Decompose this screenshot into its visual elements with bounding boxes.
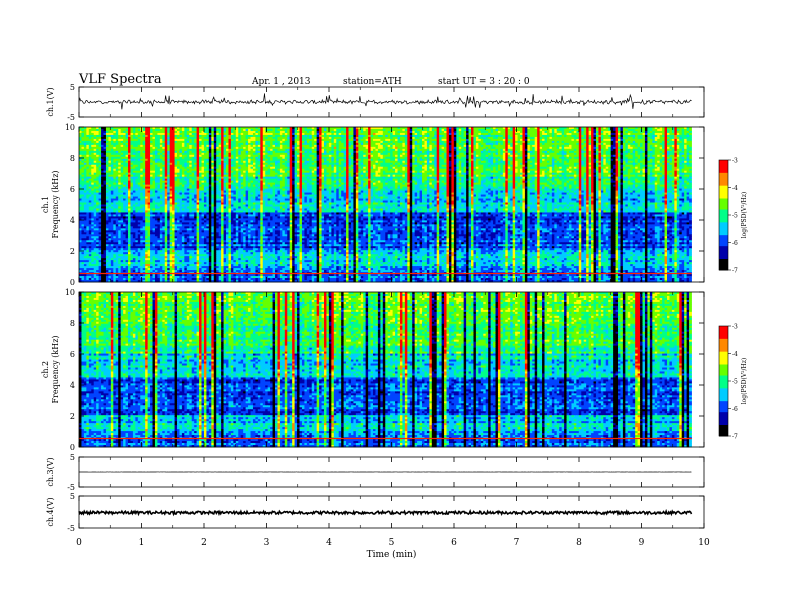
spectrogram-ch1-spectrogram [79, 127, 692, 282]
y-axis-label: ch.1(V) [46, 87, 55, 116]
y-tick-label: 5 [70, 83, 75, 92]
y-tick-label: -5 [67, 113, 75, 122]
vlf-spectra-figure: 5-5ch.1(V)-3-4-5-6-7log(PSD(V²/Hz)024681… [0, 0, 792, 612]
trace-ch1 [79, 93, 692, 109]
